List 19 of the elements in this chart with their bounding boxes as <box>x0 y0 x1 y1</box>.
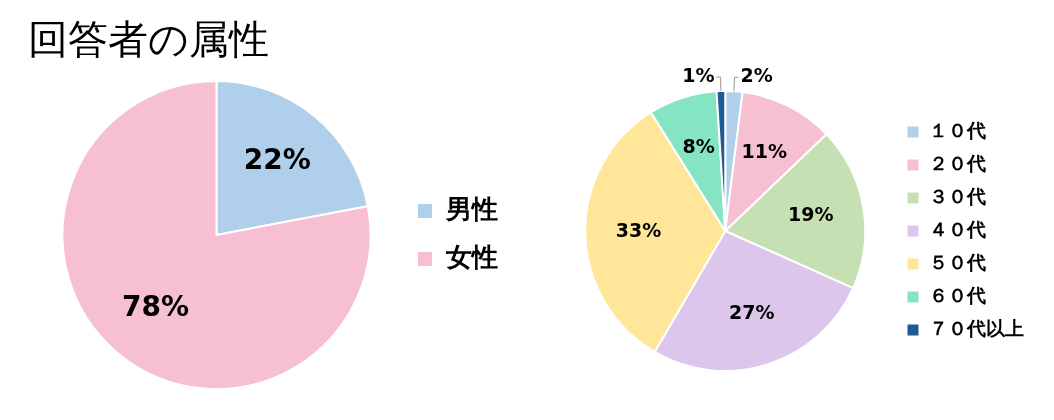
data-label: 27% <box>729 300 775 323</box>
data-label: 1% <box>682 64 715 87</box>
legend-label: １０代 <box>929 118 986 141</box>
data-label: 8% <box>682 135 715 158</box>
data-label: 19% <box>788 203 834 226</box>
legend-label: ５０代 <box>929 250 986 273</box>
legend-label: 女性 <box>445 241 498 272</box>
data-label: 11% <box>741 140 788 163</box>
legend-label: ４０代 <box>929 217 986 240</box>
data-label: 22% <box>243 142 311 176</box>
legend-label: ７０代以上 <box>929 316 1024 339</box>
chart-title: 回答者の属性 <box>28 15 269 64</box>
legend-label: ６０代 <box>929 283 986 306</box>
data-label: 33% <box>615 219 662 242</box>
legend-label: 男性 <box>445 193 498 224</box>
legend-label: ２０代 <box>929 151 986 174</box>
data-label: 78% <box>122 289 190 323</box>
data-label: 2% <box>740 64 773 87</box>
legend-label: ３０代 <box>929 184 986 207</box>
